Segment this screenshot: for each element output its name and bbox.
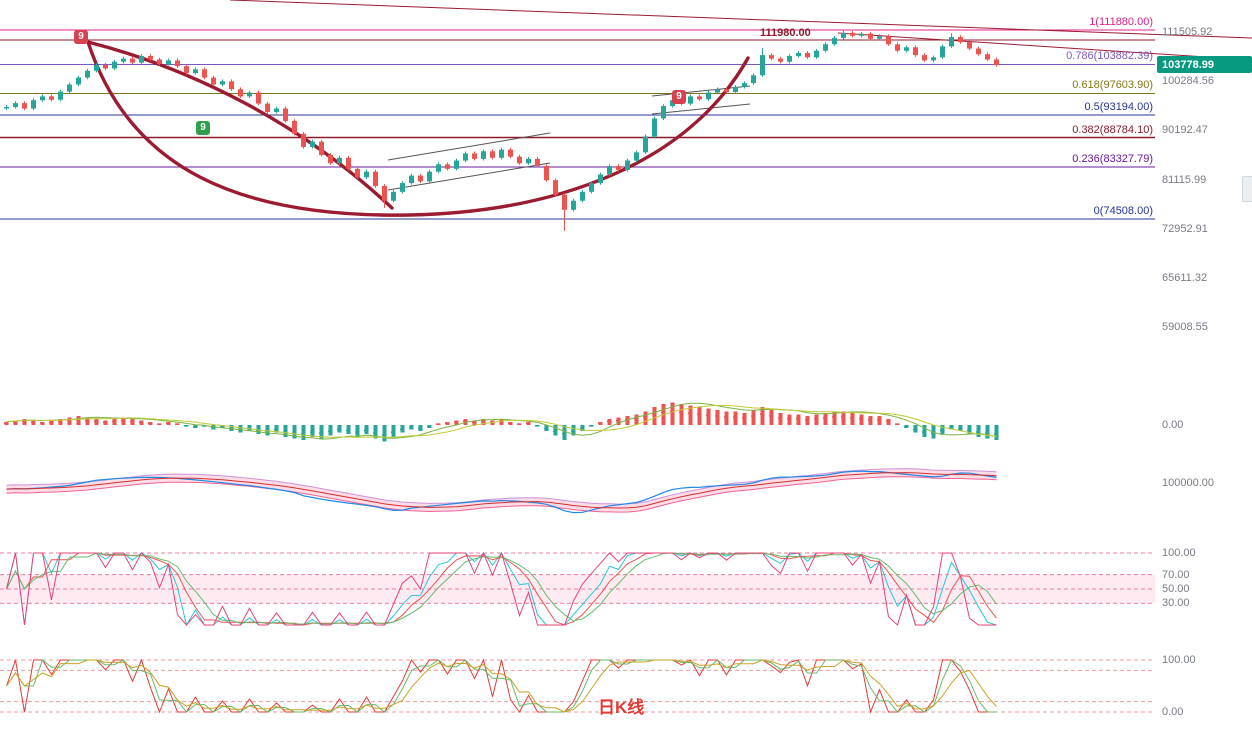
high-price-annotation: 111980.00: [760, 26, 811, 39]
macd-panel: [4, 402, 999, 442]
price-scale-handle[interactable]: [1242, 176, 1252, 202]
chart-title: 日K线: [598, 698, 645, 717]
fib-layer: [0, 29, 1155, 220]
osc-panel: [0, 658, 1155, 714]
band-panel: [6, 468, 997, 514]
stoch-panel: [0, 551, 1155, 627]
drawing-annotations-layer: [0, 0, 1252, 217]
current-price-badge: 103778.99: [1157, 56, 1252, 74]
current-price-value: 103778.99: [1162, 58, 1214, 71]
candles-layer: [4, 29, 999, 232]
